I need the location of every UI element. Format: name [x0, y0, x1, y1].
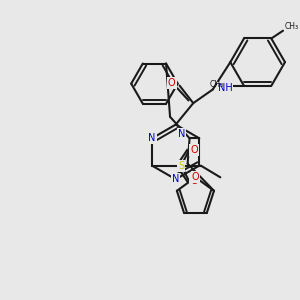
Text: O: O: [190, 145, 198, 155]
Text: O: O: [168, 78, 176, 88]
Text: O: O: [192, 172, 199, 182]
Text: N: N: [178, 129, 185, 140]
Text: CH₃: CH₃: [285, 22, 299, 31]
Text: N: N: [148, 133, 156, 143]
Text: S: S: [178, 160, 184, 171]
Text: NH: NH: [218, 82, 232, 92]
Text: O: O: [190, 176, 198, 186]
Text: N: N: [172, 174, 179, 184]
Text: CH₃: CH₃: [209, 80, 224, 89]
